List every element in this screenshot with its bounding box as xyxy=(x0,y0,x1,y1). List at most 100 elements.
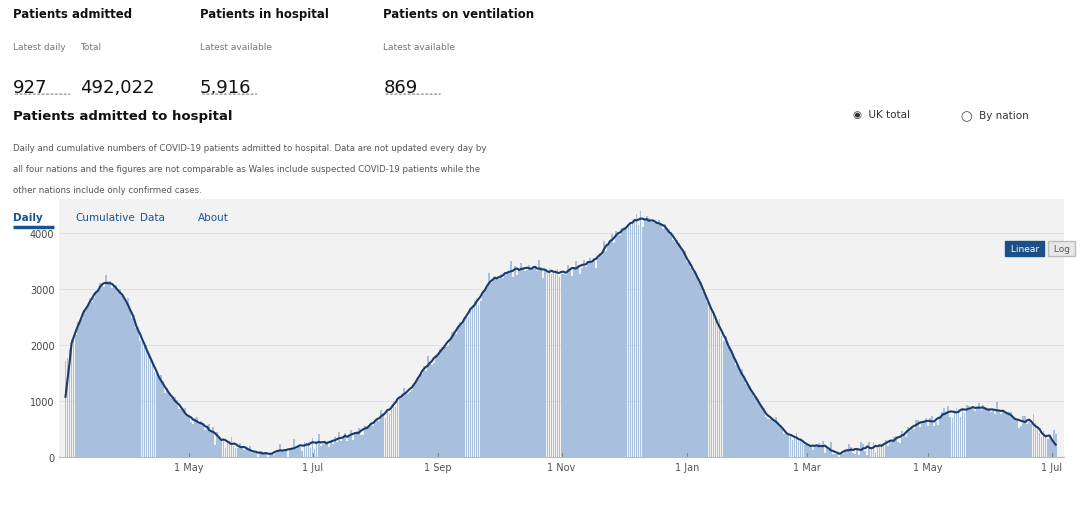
Bar xyxy=(880,444,882,457)
Bar xyxy=(125,304,127,457)
Bar xyxy=(737,365,739,457)
Bar xyxy=(213,427,214,457)
Text: Latest daily: Latest daily xyxy=(13,42,66,52)
Bar xyxy=(67,358,68,457)
Bar xyxy=(1051,440,1053,457)
Bar xyxy=(678,243,680,457)
Bar xyxy=(139,341,141,457)
Bar xyxy=(301,451,303,457)
Bar xyxy=(393,401,394,457)
Bar xyxy=(639,212,642,457)
Bar xyxy=(1039,433,1040,457)
Text: About: About xyxy=(198,212,229,222)
Bar xyxy=(636,215,637,457)
Bar xyxy=(713,314,714,457)
Bar xyxy=(248,446,251,457)
Bar xyxy=(909,431,910,457)
Bar xyxy=(899,443,901,457)
Bar xyxy=(787,435,789,457)
Bar xyxy=(350,430,352,457)
Bar xyxy=(593,258,595,457)
Bar xyxy=(873,442,875,457)
Bar xyxy=(850,447,852,457)
Bar xyxy=(571,276,572,457)
Bar xyxy=(440,349,441,457)
Bar xyxy=(85,310,86,457)
Bar xyxy=(83,311,84,457)
Bar xyxy=(338,432,340,457)
Bar xyxy=(602,255,603,457)
Bar xyxy=(931,416,933,457)
Bar xyxy=(778,422,779,457)
Bar xyxy=(627,225,630,457)
Bar xyxy=(572,267,575,457)
Bar xyxy=(546,274,549,457)
Bar xyxy=(278,450,279,457)
Bar xyxy=(137,328,139,457)
Bar xyxy=(507,275,508,457)
Bar xyxy=(789,434,792,457)
Bar xyxy=(544,270,546,457)
Bar xyxy=(220,439,222,457)
Bar xyxy=(928,426,929,457)
Bar xyxy=(243,450,244,457)
Bar xyxy=(510,262,512,457)
Bar xyxy=(887,446,889,457)
Bar xyxy=(334,437,336,457)
Bar xyxy=(211,432,212,457)
Bar xyxy=(107,282,109,457)
Bar xyxy=(281,450,283,457)
Bar xyxy=(607,246,609,457)
Bar xyxy=(863,444,864,457)
Bar xyxy=(415,381,417,457)
Bar xyxy=(725,336,727,457)
Bar xyxy=(723,341,725,457)
Bar xyxy=(472,306,473,457)
Bar xyxy=(332,444,334,457)
Bar xyxy=(688,261,690,457)
Bar xyxy=(828,450,829,457)
Bar xyxy=(966,405,968,457)
Bar xyxy=(89,298,91,457)
Text: Log: Log xyxy=(1051,244,1072,254)
Bar xyxy=(937,425,940,457)
Bar xyxy=(312,439,313,457)
Bar xyxy=(812,450,813,457)
Bar xyxy=(222,439,225,457)
Bar xyxy=(512,277,514,457)
Text: 5,916: 5,916 xyxy=(200,79,252,97)
Bar xyxy=(384,418,387,457)
Bar xyxy=(239,443,241,457)
Bar xyxy=(368,425,370,457)
Bar xyxy=(917,421,919,457)
Bar xyxy=(232,446,234,457)
Bar xyxy=(750,386,751,457)
Text: Data: Data xyxy=(140,212,165,222)
Bar xyxy=(93,298,95,457)
Bar xyxy=(318,434,320,457)
Bar xyxy=(1018,428,1021,457)
Bar xyxy=(150,358,151,457)
Bar xyxy=(486,288,487,457)
Bar xyxy=(767,420,769,457)
Bar xyxy=(431,366,433,457)
Bar xyxy=(130,310,131,457)
Bar xyxy=(292,449,293,457)
Bar xyxy=(632,223,633,457)
Bar xyxy=(496,278,498,457)
Bar xyxy=(77,322,79,457)
Bar xyxy=(581,269,583,457)
Bar xyxy=(905,437,907,457)
Bar xyxy=(498,280,500,457)
Bar xyxy=(609,241,611,457)
Bar xyxy=(605,251,607,457)
Bar xyxy=(926,418,927,457)
Bar xyxy=(653,223,656,457)
Bar xyxy=(764,408,765,457)
Bar xyxy=(297,446,299,457)
Bar xyxy=(801,440,804,457)
Bar xyxy=(387,409,389,457)
Bar xyxy=(977,403,980,457)
Bar xyxy=(729,347,730,457)
Text: Latest available: Latest available xyxy=(200,42,272,52)
